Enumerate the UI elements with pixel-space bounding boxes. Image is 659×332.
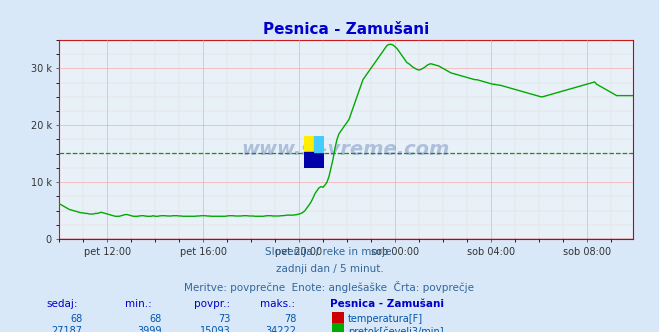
Title: Pesnica - Zamušani: Pesnica - Zamušani [263,22,429,37]
Bar [314,136,324,152]
Text: 15093: 15093 [200,326,231,332]
Text: temperatura[F]: temperatura[F] [348,314,423,324]
Text: sedaj:: sedaj: [46,299,78,309]
Text: Slovenija / reke in morje.: Slovenija / reke in morje. [264,247,395,257]
Bar [304,136,314,152]
Text: povpr.:: povpr.: [194,299,231,309]
Text: 73: 73 [218,314,231,324]
Text: 27187: 27187 [51,326,82,332]
Text: zadnji dan / 5 minut.: zadnji dan / 5 minut. [275,264,384,274]
Text: 68: 68 [149,314,161,324]
Text: min.:: min.: [125,299,152,309]
Bar [304,152,324,168]
Polygon shape [314,136,324,152]
Text: pretok[čevelj3/min]: pretok[čevelj3/min] [348,326,444,332]
Text: 68: 68 [70,314,82,324]
Text: 34222: 34222 [266,326,297,332]
Text: Meritve: povprečne  Enote: anglešaške  Črta: povprečje: Meritve: povprečne Enote: anglešaške Črt… [185,281,474,292]
Text: 3999: 3999 [137,326,161,332]
Text: 78: 78 [284,314,297,324]
Text: www.si-vreme.com: www.si-vreme.com [242,140,450,159]
Text: maks.:: maks.: [260,299,295,309]
Text: Pesnica - Zamušani: Pesnica - Zamušani [330,299,444,309]
